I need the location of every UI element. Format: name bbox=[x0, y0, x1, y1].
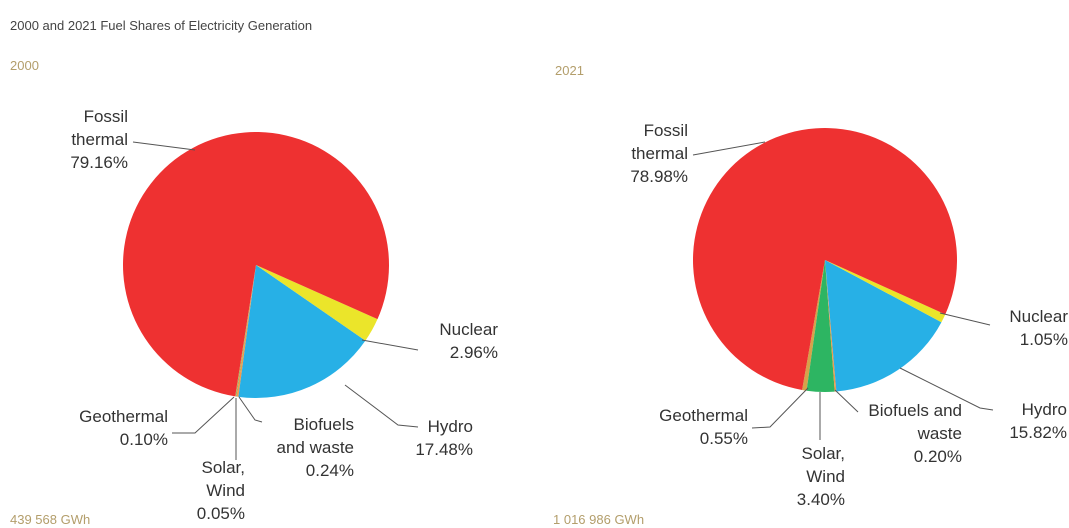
pie-slice bbox=[123, 131, 389, 397]
pie-slice bbox=[236, 265, 256, 397]
leaders bbox=[132, 141, 994, 460]
slice-label: Fossil thermal 78.98% bbox=[600, 119, 688, 188]
pie-slice bbox=[802, 260, 825, 391]
slice-label: Geothermal 0.55% bbox=[620, 404, 748, 450]
total-note: 1 016 986 GWh bbox=[553, 512, 645, 527]
slice-label: Hydro 17.48% bbox=[395, 415, 473, 461]
value-label: 0.55% bbox=[699, 429, 748, 448]
pie-slice bbox=[825, 260, 942, 392]
category-label: Hydro bbox=[1021, 400, 1067, 419]
leader-line bbox=[132, 141, 196, 151]
slice-label: Nuclear 1.05% bbox=[990, 305, 1068, 351]
leader-line bbox=[692, 141, 766, 156]
value-label: 2.96% bbox=[449, 343, 498, 362]
pie-slice bbox=[256, 265, 378, 341]
total-note: 439 568 GWh bbox=[10, 512, 91, 527]
pie-slice bbox=[235, 265, 256, 397]
category-label: Nuclear bbox=[439, 320, 498, 339]
value-label: 15.82% bbox=[1009, 423, 1067, 442]
pie-slice bbox=[236, 265, 256, 397]
value-label: 3.40% bbox=[796, 490, 845, 509]
category-label: Hydro bbox=[427, 417, 473, 436]
category-label: Biofuels and waste bbox=[276, 415, 355, 457]
value-label: 1.05% bbox=[1019, 330, 1068, 349]
slice-label: Fossil thermal 79.16% bbox=[40, 105, 128, 174]
category-label: Geothermal bbox=[659, 406, 748, 425]
slice-label: Solar, Wind 0.05% bbox=[185, 456, 245, 525]
leader-line bbox=[899, 367, 994, 411]
value-label: 78.98% bbox=[630, 167, 688, 186]
pie-slice bbox=[825, 260, 837, 392]
slice-label: Biofuels and waste 0.24% bbox=[262, 413, 355, 482]
category-label: Solar, Wind bbox=[201, 458, 245, 500]
leader-line bbox=[361, 339, 419, 351]
category-label: Fossil thermal bbox=[631, 121, 688, 163]
value-label: 0.24% bbox=[305, 461, 354, 480]
slice-label: Geothermal 0.10% bbox=[40, 405, 168, 451]
value-label: 0.05% bbox=[196, 504, 245, 523]
value-label: 79.16% bbox=[70, 153, 128, 172]
value-label: 0.10% bbox=[119, 430, 168, 449]
chart-title: 2000 bbox=[10, 58, 39, 73]
pie-slice bbox=[806, 260, 835, 392]
category-label: Nuclear bbox=[1009, 307, 1068, 326]
value-label: 0.20% bbox=[913, 447, 962, 466]
slice-label: Hydro 15.82% bbox=[990, 398, 1067, 444]
leader-line bbox=[238, 396, 263, 423]
pie-slice bbox=[238, 265, 366, 398]
category-label: Geothermal bbox=[79, 407, 168, 426]
leader-line bbox=[172, 396, 235, 434]
leader-line bbox=[751, 387, 809, 429]
chart-title: 2021 bbox=[555, 63, 584, 78]
leader-line bbox=[834, 389, 859, 413]
value-label: 17.48% bbox=[415, 440, 473, 459]
category-label: Biofuels and waste bbox=[868, 401, 962, 443]
slice-label: Nuclear 2.96% bbox=[420, 318, 498, 364]
leader-line bbox=[939, 312, 991, 326]
category-label: Fossil thermal bbox=[71, 107, 128, 149]
pie-slice bbox=[693, 128, 958, 390]
page-title: 2000 and 2021 Fuel Shares of Electricity… bbox=[10, 18, 313, 33]
category-label: Solar, Wind bbox=[801, 444, 845, 486]
leader-line bbox=[344, 384, 419, 428]
pie-slice bbox=[825, 260, 946, 323]
slice-label: Solar, Wind 3.40% bbox=[775, 442, 845, 511]
slice-label: Biofuels and waste 0.20% bbox=[858, 399, 962, 468]
